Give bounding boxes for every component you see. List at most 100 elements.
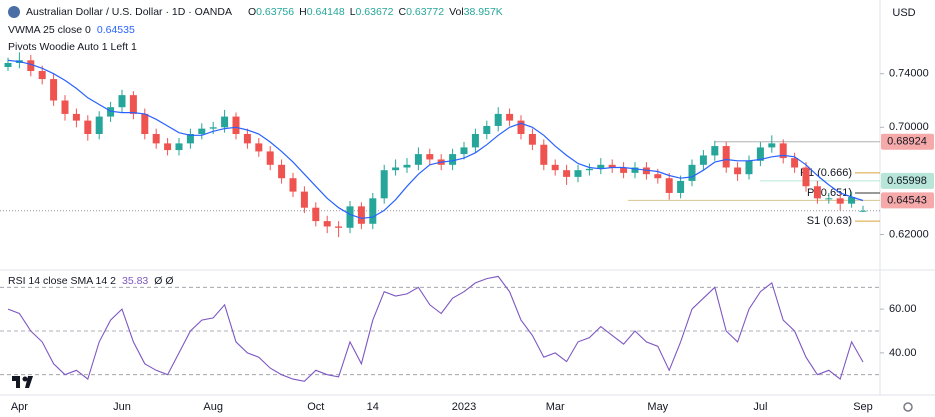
candle-body — [506, 113, 514, 121]
x-tick-label: Sep — [853, 401, 873, 413]
candle-body — [152, 134, 160, 144]
rsi-name[interactable]: RSI 14 close SMA 14 2 — [8, 275, 116, 287]
candle-body — [642, 167, 650, 175]
candle-body — [688, 164, 696, 181]
rsi-row: RSI 14 close SMA 14 2 35.83 Ø Ø — [8, 275, 174, 287]
settings-icon[interactable] — [903, 402, 913, 412]
candle-body — [129, 95, 137, 114]
candle-body — [38, 71, 46, 80]
candle-body — [84, 120, 92, 134]
candle-body — [460, 147, 468, 155]
x-tick-label: May — [647, 401, 668, 413]
price-badge-label: 0.65998 — [887, 175, 927, 187]
candle-body — [836, 198, 844, 204]
candle-body — [209, 127, 217, 129]
candle-body — [620, 167, 628, 173]
legend-key: L — [349, 6, 356, 18]
x-tick-label: Oct — [307, 401, 324, 413]
price-badge-label: 0.68924 — [887, 136, 927, 148]
candle-body — [323, 221, 331, 227]
legend-value: 0.64148 — [306, 6, 345, 18]
symbol-title[interactable]: Australian Dollar / U.S. Dollar · 1D · O… — [26, 6, 232, 18]
pivot-label: P (0.651) — [807, 187, 852, 199]
candle-body — [118, 95, 126, 108]
legend-value: 0.63672 — [355, 6, 394, 18]
candle-body — [859, 210, 867, 212]
candle-body — [449, 154, 457, 165]
legend-item: Vol38.957K — [449, 6, 503, 18]
pivot-label: S1 (0.63) — [807, 215, 852, 227]
currency-button[interactable]: USD — [892, 7, 916, 19]
legend-key: O — [247, 6, 257, 18]
legend-key: C — [398, 6, 407, 18]
pivot-name[interactable]: Pivots Woodie Auto 1 Left 1 — [8, 41, 137, 53]
x-tick-label: 2023 — [452, 401, 476, 413]
legend-item: L0.63672 — [350, 6, 394, 18]
candle-body — [198, 128, 206, 134]
legend-item: H0.64148 — [299, 6, 345, 18]
candle-body — [278, 164, 286, 179]
legend-value: 0.63756 — [256, 6, 295, 18]
candle-body — [494, 113, 502, 126]
candle-body — [4, 62, 12, 67]
x-tick-label: Aug — [203, 401, 223, 413]
candle-body — [164, 143, 172, 151]
vwma-value: 0.64535 — [96, 24, 135, 36]
candle-body — [517, 120, 525, 134]
candle-body — [335, 226, 343, 228]
vwma-name[interactable]: VWMA 25 close 0 — [8, 24, 91, 36]
x-tick-label: Mar — [546, 401, 565, 413]
vwma-row: VWMA 25 close 0 0.64535 — [8, 24, 135, 36]
y-tick-label: 0.74000 — [889, 68, 929, 80]
candle-body — [802, 167, 810, 187]
candle-body — [745, 160, 753, 175]
candle-body — [540, 144, 548, 165]
candle-body — [107, 107, 115, 117]
candle-body — [357, 206, 365, 224]
candle-body — [825, 198, 833, 200]
candle-body — [848, 196, 856, 204]
pivot-row: Pivots Woodie Auto 1 Left 1 — [8, 41, 137, 53]
candle-body — [289, 178, 297, 192]
candle-body — [528, 134, 536, 145]
candle-body — [483, 125, 491, 134]
vwma-line — [7, 59, 864, 220]
ohlc-legend: O0.63756 H0.64148 L0.63672 C0.63772 Vol38.95… — [248, 6, 503, 18]
candle-body — [95, 116, 103, 134]
legend-key: H — [299, 6, 307, 18]
legend-value: 38.957K — [463, 6, 503, 18]
candle-body — [631, 167, 639, 173]
candle-body — [574, 170, 582, 177]
x-tick-label: Jun — [113, 401, 131, 413]
y-tick-label: 0.70000 — [889, 121, 929, 133]
legend-item: O0.63756 — [248, 6, 294, 18]
candle-body — [426, 154, 434, 160]
candle-body — [186, 134, 194, 144]
candle-body — [380, 170, 388, 199]
y-tick-label: 0.62000 — [889, 228, 929, 240]
candle-body — [369, 198, 377, 224]
price-badge-label: 0.64543 — [887, 194, 927, 206]
candle-body — [608, 164, 616, 168]
candle-body — [346, 206, 354, 228]
candle-body — [711, 146, 719, 156]
candle-body — [779, 143, 787, 159]
candle-body — [61, 100, 69, 114]
x-tick-label: Jul — [753, 401, 767, 413]
candle-body — [677, 180, 685, 193]
tv-logo — [12, 376, 33, 388]
y-tick-label: 60.00 — [889, 303, 917, 315]
candle-body — [232, 116, 240, 134]
candle-body — [563, 170, 571, 177]
candle-body — [699, 155, 707, 165]
candle-body — [255, 143, 263, 152]
candle-body — [175, 143, 183, 151]
candle-body — [266, 151, 274, 165]
symbol-icon — [8, 6, 20, 18]
legend-item: C0.63772 — [399, 6, 445, 18]
candle-body — [414, 154, 422, 165]
candle-body — [791, 158, 799, 168]
rsi-line — [7, 275, 864, 382]
